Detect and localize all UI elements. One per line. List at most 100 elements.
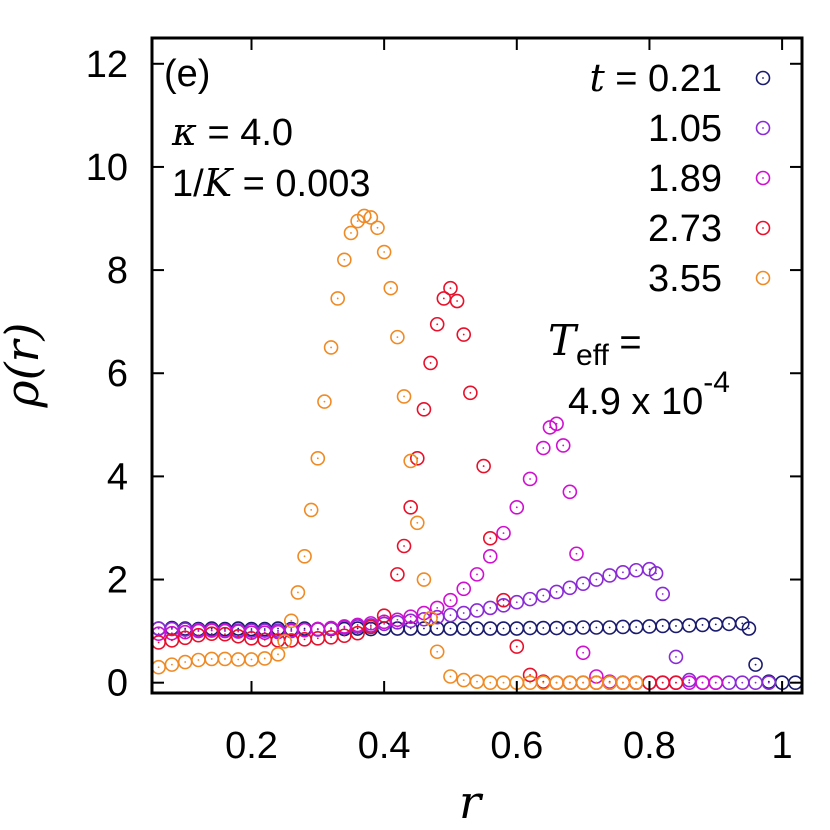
data-point-center (277, 653, 279, 656)
data-point-center (661, 625, 664, 627)
data-point-center (336, 297, 339, 300)
data-point-center (476, 627, 478, 630)
teff-mantissa: 4.9 x 10 (568, 381, 703, 423)
data-point (423, 355, 438, 371)
data-point-center (356, 220, 359, 222)
data-point-center (436, 650, 439, 653)
legend-marker-center (762, 127, 764, 129)
data-point (416, 572, 432, 587)
data-point (443, 592, 458, 608)
data-point-center (462, 612, 465, 614)
data-point (509, 639, 525, 654)
kappa-symbol: κ (171, 110, 197, 154)
data-point-center (635, 681, 638, 684)
data-point-center (303, 629, 306, 631)
legend-marker (755, 220, 771, 236)
data-point (522, 667, 538, 683)
legend-value: 0.21 (648, 58, 722, 100)
data-point-center (157, 627, 160, 630)
data-point-center (476, 609, 478, 612)
data-point-center (436, 323, 439, 326)
data-point (469, 567, 485, 582)
data-point-center (515, 601, 518, 604)
data-point (482, 530, 498, 546)
data-point (549, 584, 564, 600)
kappa-annotation: κ = 4.0 (171, 110, 293, 154)
data-point-center (157, 632, 160, 635)
x-tick-label: 1 (772, 725, 793, 767)
data-point-center (582, 626, 585, 629)
data-point (569, 546, 584, 562)
data-point-center (369, 216, 372, 219)
k-prefix: 1/ (172, 163, 204, 205)
data-point (390, 567, 405, 582)
data-point-center (389, 287, 392, 290)
data-point (761, 675, 777, 690)
data-point-center (330, 346, 332, 349)
x-tick-label: 0.8 (623, 725, 676, 767)
data-point-center (277, 631, 279, 634)
data-point (429, 644, 445, 660)
data-point-center (688, 681, 691, 684)
legend-marker (755, 70, 771, 86)
data-point-center (423, 578, 425, 581)
data-point-center (210, 627, 213, 630)
data-point (482, 549, 498, 564)
legend: t = 0.21 1.05 1.89 2.73 3.55 (589, 56, 771, 300)
data-point-center (648, 625, 651, 628)
data-point (416, 402, 432, 417)
data-point-center (661, 681, 664, 684)
data-point-center (675, 625, 677, 627)
data-point-center (224, 628, 226, 630)
data-point (456, 581, 472, 597)
data-point-center (184, 636, 187, 639)
data-point-center (529, 674, 531, 676)
data-point-center (595, 681, 598, 684)
legend-marker-center (762, 277, 764, 279)
legend-label: 3.55 (648, 258, 722, 300)
panel-label: (e) (164, 53, 210, 95)
data-point (575, 576, 591, 591)
data-point (363, 210, 379, 225)
data-point-center (476, 680, 478, 683)
data-point-center (701, 681, 704, 684)
x-tick-label: 0.6 (490, 725, 543, 767)
y-tick-label: 10 (86, 147, 128, 189)
data-point-center (515, 627, 518, 630)
data-point-center (237, 658, 240, 661)
data-point-center (542, 681, 545, 684)
data-point-center (462, 587, 465, 590)
data-point (668, 649, 684, 665)
data-point (297, 549, 312, 564)
legend-marker (755, 170, 771, 186)
data-point (476, 458, 491, 474)
data-point (522, 591, 538, 607)
data-point-center (608, 681, 611, 684)
data-point-center (489, 555, 492, 558)
data-point-center (343, 258, 346, 261)
data-point (403, 609, 418, 624)
data-point-center (635, 626, 638, 628)
data-point-center (701, 624, 704, 626)
k-symbol: K (203, 161, 235, 205)
data-point (463, 385, 478, 401)
data-point (496, 525, 511, 541)
data-point-center (754, 681, 757, 684)
data-point (390, 612, 405, 628)
data-point-center (157, 666, 160, 669)
stiffness-annotation: 1/K = 0.003 (172, 161, 371, 205)
data-point (602, 568, 617, 583)
data-point-center (568, 681, 571, 684)
data-point-center (383, 251, 386, 253)
data-point-center (748, 627, 750, 630)
data-point-center (555, 422, 558, 425)
data-point-center (396, 621, 399, 624)
data-point (376, 244, 392, 260)
data-point-center (436, 627, 439, 630)
data-point-center (409, 615, 412, 618)
data-point-center (449, 614, 452, 617)
data-point (350, 625, 365, 641)
data-point-center (714, 681, 717, 684)
data-point-center (237, 630, 240, 633)
